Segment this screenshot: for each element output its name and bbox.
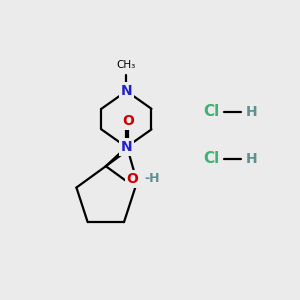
Text: Cl: Cl xyxy=(204,151,220,166)
Text: H: H xyxy=(246,105,257,119)
Text: H: H xyxy=(246,152,257,166)
Text: CH₃: CH₃ xyxy=(117,61,136,70)
Text: O: O xyxy=(122,114,134,128)
Text: N: N xyxy=(121,84,132,98)
Text: -H: -H xyxy=(144,172,160,185)
Text: Cl: Cl xyxy=(204,104,220,119)
Text: N: N xyxy=(121,140,132,154)
Text: O: O xyxy=(126,172,138,186)
